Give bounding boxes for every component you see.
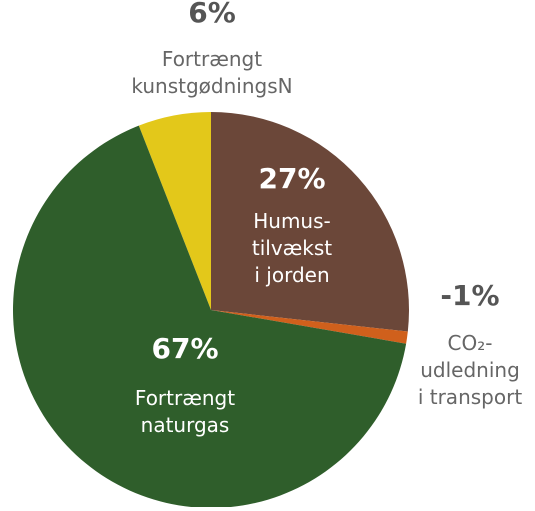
category-label: Fortrængt naturgas: [135, 386, 235, 437]
category-line: udledning: [420, 358, 520, 382]
pie-slice: [211, 310, 408, 344]
category-label: Humus-tilvækst i jorden: [252, 209, 332, 287]
category-line: i jorden: [254, 263, 329, 287]
category-line: Fortrængt: [135, 386, 235, 410]
pie-slice: [12, 125, 407, 508]
category-line: kunstgødningsN: [131, 74, 292, 98]
value-label: 67%: [151, 332, 218, 365]
category-line: i transport: [418, 385, 522, 409]
value-label: 6%: [188, 0, 236, 29]
value-label: 27%: [258, 162, 325, 195]
category-line: CO₂-: [448, 331, 493, 355]
pie-slice: [138, 112, 211, 310]
value-label: -1%: [440, 279, 499, 312]
category-label: CO₂- udledning i transport: [418, 331, 522, 409]
category-line: Humus-: [253, 209, 331, 233]
pie-slice: [211, 112, 410, 332]
category-line: tilvækst: [252, 236, 332, 260]
category-line: naturgas: [141, 413, 230, 437]
category-line: Fortrængt: [162, 47, 262, 71]
category-label: Fortrængt kunstgødningsN: [131, 47, 292, 98]
